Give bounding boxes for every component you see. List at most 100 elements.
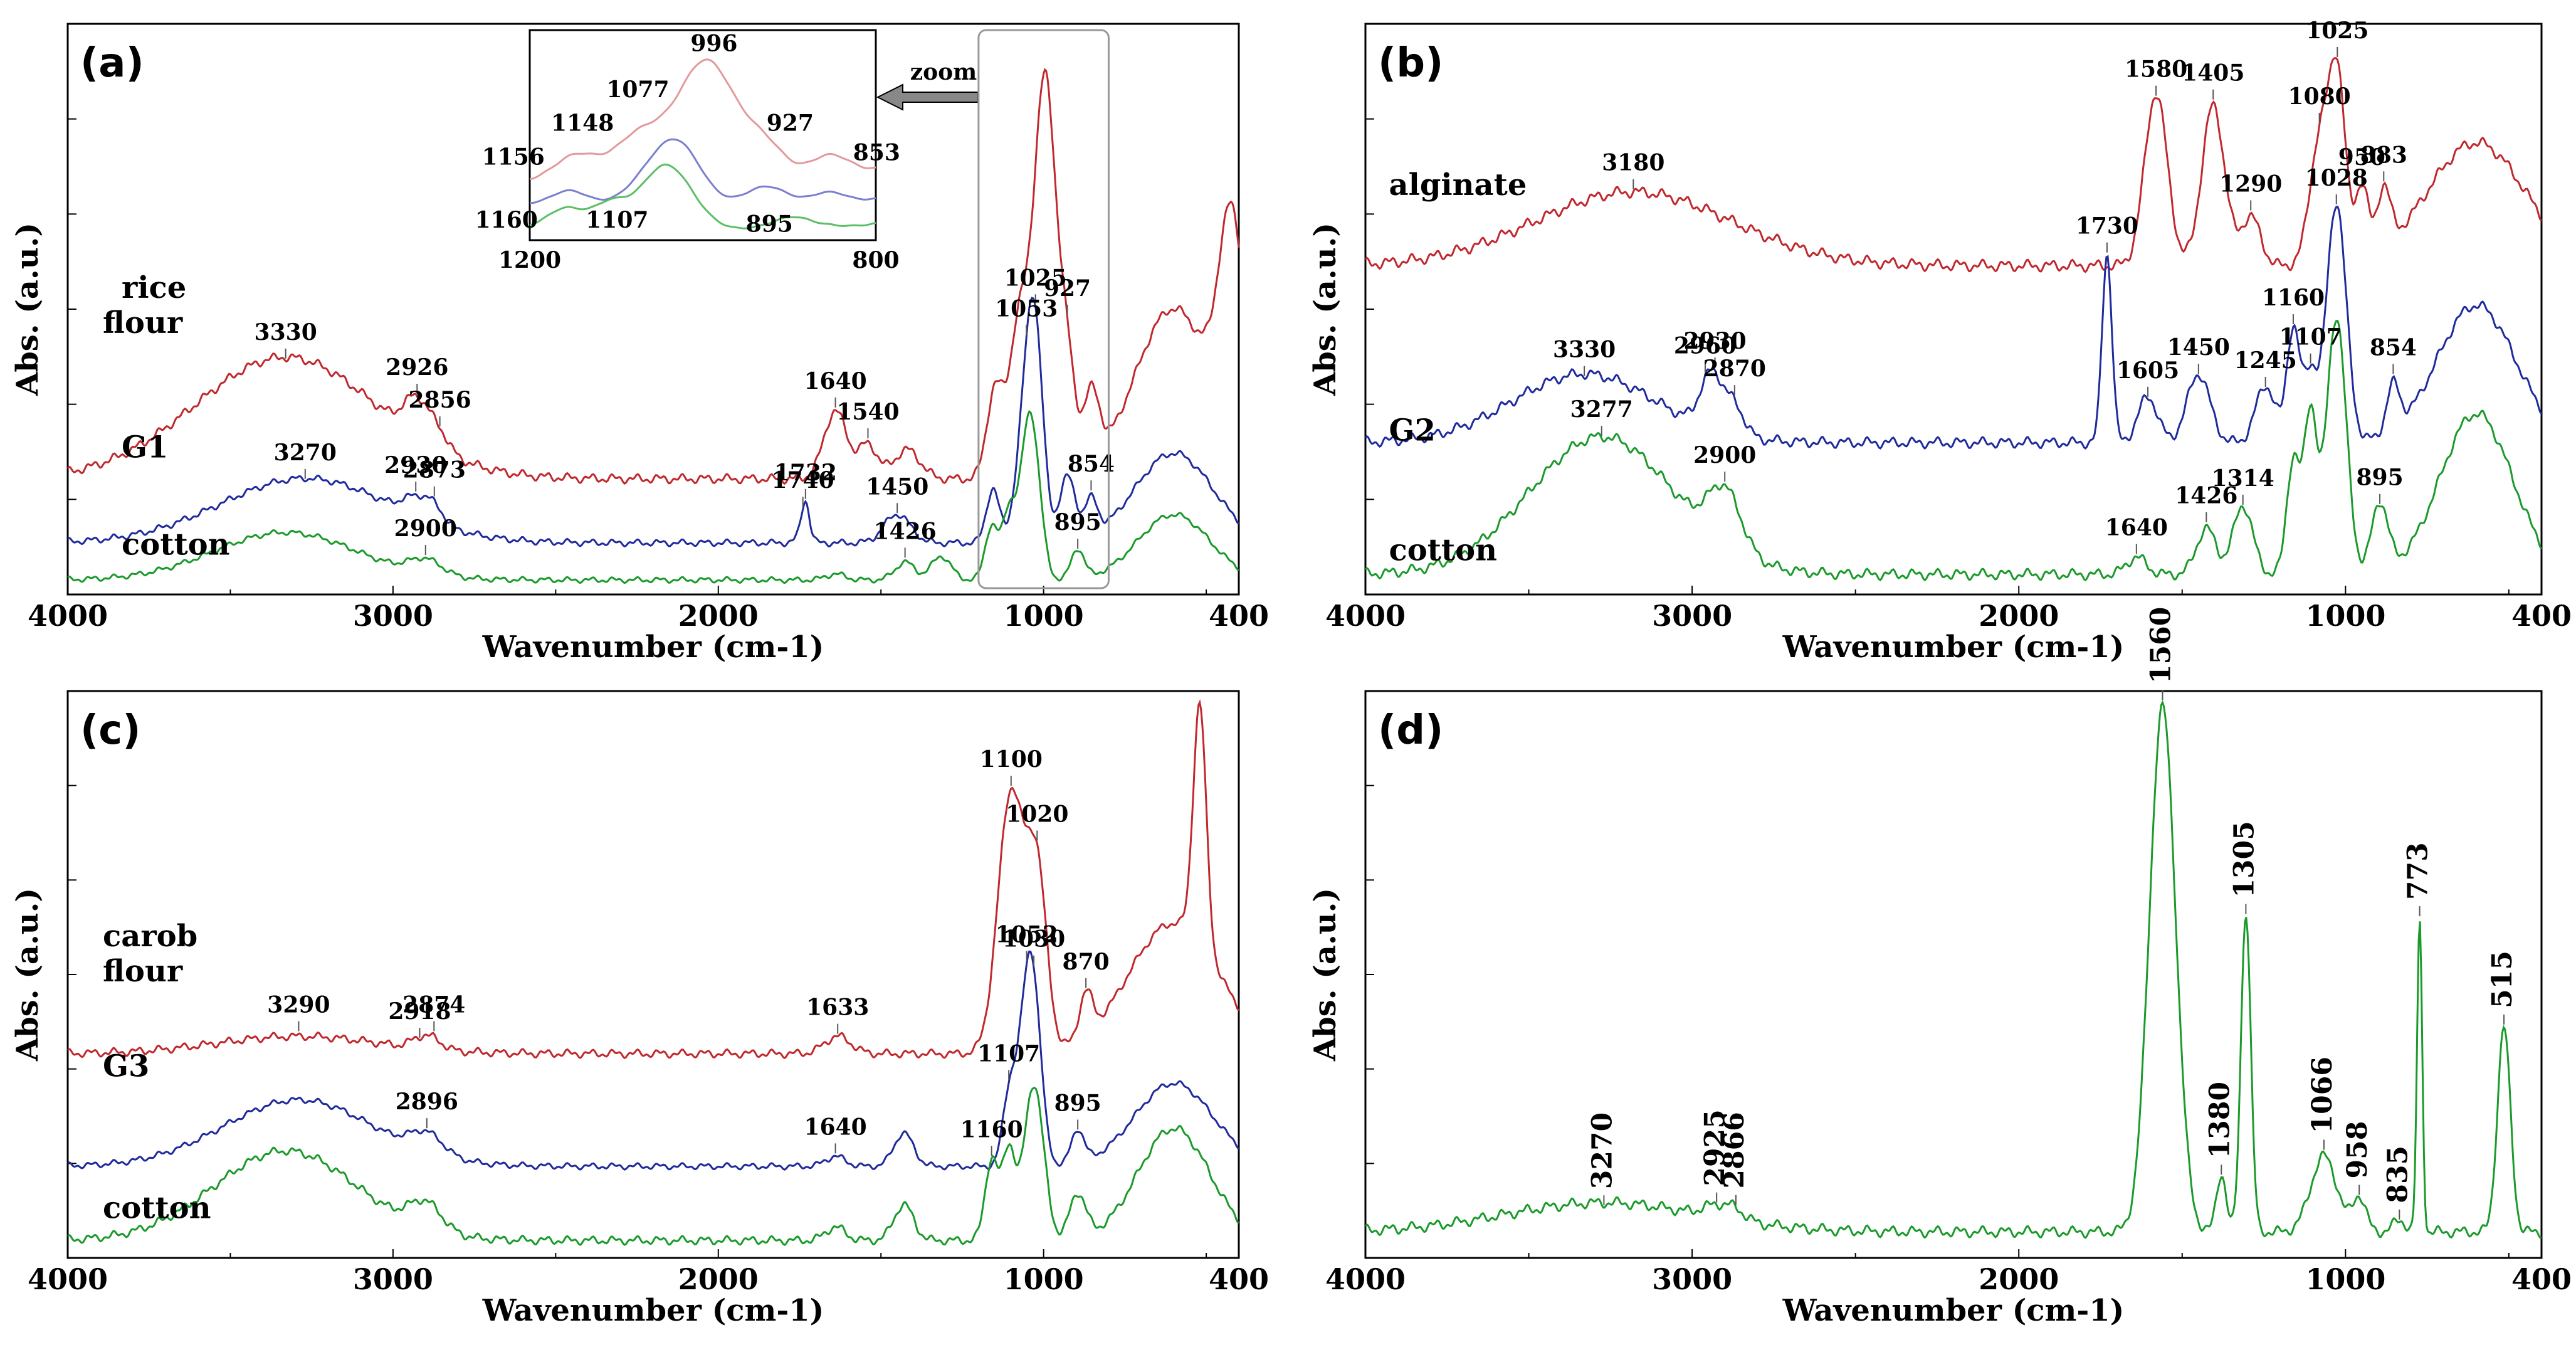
spectrum-alginate xyxy=(1364,57,2543,273)
peak-label: 515 xyxy=(2486,951,2518,1008)
peak-label: 2896 xyxy=(396,1089,458,1115)
peak-label: 1025 xyxy=(1004,265,1067,291)
peak-label: 2960 xyxy=(1674,332,1737,359)
inset-peak-label: 1160 xyxy=(475,207,538,233)
peak-label: 927 xyxy=(1044,275,1091,302)
peak-label: 1160 xyxy=(960,1116,1023,1143)
spectrum-G1 xyxy=(67,297,1239,548)
spectrum-carob-flour xyxy=(67,699,1240,1060)
peak-label: 895 xyxy=(1054,509,1101,536)
x-tick-label: 4000 xyxy=(1325,599,1406,633)
series-label: cotton xyxy=(1389,532,1498,568)
x-axis-title: Wavenumber (cm-1) xyxy=(1782,1293,2125,1328)
inset-spectrum-G1 xyxy=(529,138,876,204)
panel-d: 4000 3000 2000 1000 400 Wavenumber (cm-1) Abs.… xyxy=(1308,607,2572,1328)
inset-spectrum-cotton xyxy=(529,163,876,230)
peak-label: 1290 xyxy=(2219,171,2282,197)
peak-label: 870 xyxy=(1063,949,1110,975)
peak-label: 1560 xyxy=(2145,607,2177,684)
peak-label: 895 xyxy=(2356,465,2403,491)
peak-label: 854 xyxy=(2370,334,2417,361)
peak-label: 3330 xyxy=(255,319,317,346)
inset-tick-label: 800 xyxy=(852,247,899,273)
x-tick-label: 2000 xyxy=(678,599,759,633)
peak-label: 2870 xyxy=(1703,356,1766,382)
peak-label: 835 xyxy=(2382,1146,2414,1203)
series-label: flour xyxy=(103,305,183,341)
x-tick-label: 4000 xyxy=(28,599,108,633)
plot-frame-b xyxy=(1364,23,2543,596)
inset-peak-label: 927 xyxy=(767,110,814,137)
peak-label: 1426 xyxy=(874,518,937,544)
y-axis-title: Abs. (a.u.) xyxy=(1308,888,1343,1062)
peak-label: 958 xyxy=(2342,1121,2374,1179)
peak-label: 1633 xyxy=(806,995,869,1021)
spectrum-cotton xyxy=(67,1087,1239,1246)
panel-label-d: (d) xyxy=(1378,707,1443,754)
peak-label: 1053 xyxy=(995,295,1058,322)
spectrum-cotton xyxy=(67,409,1239,584)
x-tick-label: 3000 xyxy=(1652,1262,1732,1296)
peak-label: 1314 xyxy=(2212,465,2274,492)
peak-label: 1450 xyxy=(2167,334,2230,361)
inset-zoom: 1200 800 996 1077 1148 927 853 1156 1160 1107 895 z… xyxy=(475,29,979,273)
peak-label: 3330 xyxy=(1553,337,1616,363)
spectrum-G3 xyxy=(67,950,1239,1171)
peak-label: 1580 xyxy=(2125,56,2187,83)
inset-spectrum-rice-flour xyxy=(529,58,876,181)
peak-label: 1100 xyxy=(980,746,1043,773)
zoom-arrow-icon xyxy=(876,83,979,111)
peak-label: 1245 xyxy=(2234,347,2297,374)
series-label: G2 xyxy=(1389,413,1436,448)
x-axis-title: Wavenumber (cm-1) xyxy=(1782,630,2125,665)
x-tick-label: 3000 xyxy=(353,1262,433,1296)
peak-label: 2873 xyxy=(403,457,466,483)
peak-label: 1640 xyxy=(804,368,866,394)
peak-label: 1426 xyxy=(2175,483,2237,509)
peak-label: 1732 xyxy=(774,460,837,486)
peak-label: 2918 xyxy=(388,998,451,1025)
peak-label: 1380 xyxy=(2204,1082,2236,1158)
peak-label: 1640 xyxy=(2105,514,2168,541)
peak-label: 1107 xyxy=(2279,324,2342,351)
series-label: G1 xyxy=(122,430,168,465)
peak-label: 2900 xyxy=(1693,442,1756,468)
inset-tick-label: 1200 xyxy=(498,247,561,273)
peak-label: 2926 xyxy=(386,354,448,381)
inset-peak-label: 853 xyxy=(853,140,900,166)
x-tick-label: 400 xyxy=(1209,599,1269,633)
series-label: alginate xyxy=(1389,167,1527,203)
peak-label: 1605 xyxy=(2116,357,2179,384)
y-axis-title: Abs. (a.u.) xyxy=(10,223,45,396)
peak-label: 3290 xyxy=(267,991,330,1018)
panel-label-b: (b) xyxy=(1378,40,1443,87)
x-axis-title: Wavenumber (cm-1) xyxy=(482,1293,824,1328)
series-label: G3 xyxy=(103,1049,149,1084)
peak-label: 883 xyxy=(2360,142,2407,168)
peak-label: 3180 xyxy=(1602,150,1664,176)
peak-label: 2866 xyxy=(1718,1112,1750,1188)
spectrum-rice-flour xyxy=(66,68,1240,485)
inset-peak-label: 1156 xyxy=(482,144,545,170)
panel-c: 4000 3000 2000 1000 400 Wavenumber (cm-1) Abs.… xyxy=(10,690,1269,1328)
x-tick-label: 1000 xyxy=(1004,1262,1084,1296)
spectrum-sample xyxy=(1364,700,2542,1239)
peak-label: 1405 xyxy=(2182,60,2244,87)
peak-label: 854 xyxy=(1068,451,1115,477)
peak-label: 2900 xyxy=(394,515,457,542)
peak-label: 1107 xyxy=(977,1040,1040,1067)
y-axis-title: Abs. (a.u.) xyxy=(1308,223,1343,396)
peak-label: 950 xyxy=(2338,144,2385,171)
inset-peak-label: 1107 xyxy=(586,207,648,233)
x-tick-label: 2000 xyxy=(1979,1262,2059,1296)
peak-label: 1066 xyxy=(2306,1057,2338,1133)
peak-label: 1052 xyxy=(996,921,1058,948)
series-label: rice xyxy=(122,270,186,305)
x-axis-title: Wavenumber (cm-1) xyxy=(482,630,824,665)
x-tick-label: 1000 xyxy=(1004,599,1084,633)
peak-label: 773 xyxy=(2402,842,2434,900)
inset-peak-label: 1148 xyxy=(551,110,614,137)
peak-label: 1020 xyxy=(1006,801,1068,827)
inset-peak-label: 895 xyxy=(746,211,793,238)
